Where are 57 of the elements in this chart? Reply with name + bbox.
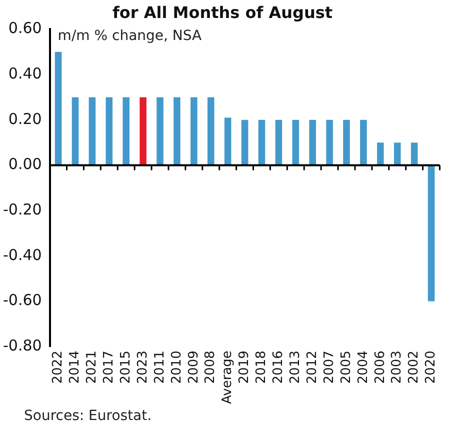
bar [275, 120, 282, 166]
x-tick-label: 2006 [372, 350, 388, 384]
bar [428, 165, 435, 302]
x-tick-label: 2012 [304, 350, 320, 384]
y-tick-label: -0.40 [3, 246, 42, 264]
x-tick-label: 2007 [322, 350, 337, 384]
x-tick-label: 2002 [406, 350, 422, 384]
y-tick-label: 0.40 [8, 64, 42, 82]
x-tick-label: 2004 [356, 350, 371, 384]
x-tick-label: 2022 [50, 350, 66, 384]
x-tick-label: 2017 [102, 350, 117, 384]
bar [190, 97, 198, 166]
bar [106, 97, 113, 166]
x-tick-label: 2019 [237, 350, 252, 384]
y-tick-label: -0.20 [3, 200, 42, 218]
y-tick-label: 0.60 [8, 19, 42, 38]
x-tick-label: 2008 [203, 350, 218, 384]
y-axis-title: m/m % change, NSA [58, 28, 202, 44]
bar [207, 97, 214, 166]
x-tick-label: 2005 [338, 350, 354, 384]
bar [360, 120, 367, 166]
chart-title: for All Months of August [112, 2, 333, 22]
x-tick-label: 2013 [288, 350, 304, 384]
x-tick-label: 2023 [135, 350, 150, 384]
bar [241, 120, 248, 166]
x-tick-label: 2010 [169, 350, 184, 384]
bar [292, 120, 300, 166]
bar [224, 118, 232, 166]
bar [156, 97, 164, 166]
bar [122, 97, 130, 166]
y-tick-label: -0.60 [3, 291, 42, 310]
bar [258, 120, 266, 166]
x-tick-label: 2009 [186, 350, 202, 384]
bar [410, 142, 418, 166]
x-tick-label: 2018 [254, 350, 270, 384]
y-tick-label: 0.20 [8, 110, 42, 128]
x-tick-label: 2011 [152, 350, 168, 384]
bar [88, 97, 96, 166]
bar [394, 142, 401, 166]
x-tick-label: 2003 [390, 350, 405, 384]
bar [140, 97, 146, 166]
y-tick-label: 0.00 [8, 155, 42, 174]
bar [343, 120, 350, 166]
bar [326, 120, 333, 166]
x-tick-label: Average [220, 350, 236, 404]
x-tick-label: 2014 [68, 350, 83, 384]
bar [72, 97, 79, 166]
bar [174, 97, 180, 166]
x-tick-label: 2021 [84, 350, 100, 384]
bar [54, 52, 62, 166]
y-tick-label: -0.80 [3, 336, 42, 355]
bar [309, 120, 316, 166]
x-tick-label: 2016 [271, 350, 286, 384]
x-tick-label: 2020 [424, 350, 439, 384]
source-note: Sources: Eurostat. [24, 408, 153, 424]
x-tick-label: 2015 [118, 350, 134, 384]
bar [377, 142, 384, 166]
